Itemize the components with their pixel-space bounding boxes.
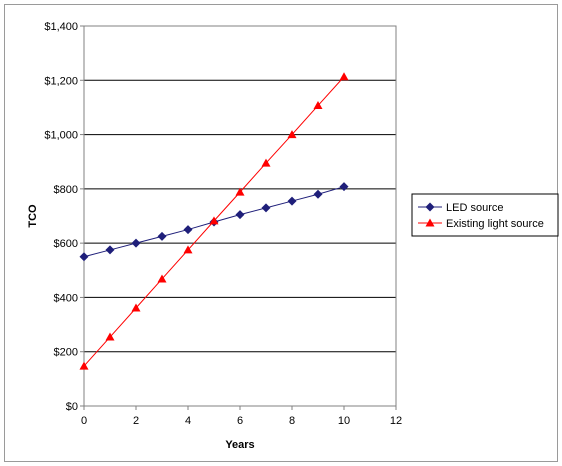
data-point (287, 196, 297, 206)
legend-marker (425, 218, 435, 227)
data-point (261, 203, 271, 213)
data-point (157, 274, 167, 283)
y-tick-label: $200 (54, 347, 78, 359)
data-point (339, 72, 349, 81)
y-tick-label: $1,400 (44, 21, 78, 33)
data-point (313, 189, 323, 199)
data-point (287, 130, 297, 139)
legend: LED source Existing light source (411, 193, 559, 237)
x-tick-label: 4 (185, 415, 191, 427)
data-point (183, 225, 193, 235)
y-tick-label: $800 (54, 184, 78, 196)
y-axis-ticks: $0 $200 $400 $600 $800 $1,000 $1,200 $1,400 (44, 21, 84, 413)
y-axis-title: TCO (27, 204, 39, 228)
data-point (131, 303, 141, 312)
series-existing-light-source (79, 72, 349, 370)
x-tick-label: 8 (289, 415, 295, 427)
data-point (183, 245, 193, 254)
x-tick-label: 12 (390, 415, 402, 427)
legend-item: Existing light source (418, 218, 544, 230)
data-point (79, 361, 89, 370)
data-point (131, 238, 141, 248)
legend-marker (425, 202, 435, 212)
x-tick-label: 10 (338, 415, 350, 427)
data-point (313, 101, 323, 110)
y-tick-label: $400 (54, 292, 78, 304)
data-point (235, 210, 245, 220)
data-point (157, 231, 167, 241)
data-point (105, 332, 115, 341)
data-point (209, 216, 219, 225)
legend-item: LED source (418, 202, 503, 214)
x-axis-ticks: 0 2 4 6 8 10 12 (81, 406, 402, 427)
legend-box (411, 193, 559, 237)
legend-label: Existing light source (446, 218, 544, 230)
x-tick-label: 2 (133, 415, 139, 427)
y-tick-label: $0 (66, 401, 78, 413)
series-layer (79, 72, 349, 370)
x-tick-label: 0 (81, 415, 87, 427)
data-point (105, 245, 115, 255)
legend-label: LED source (446, 202, 503, 214)
data-point (79, 252, 89, 262)
x-axis-title: Years (225, 439, 254, 451)
x-tick-label: 6 (237, 415, 243, 427)
data-point (339, 182, 349, 192)
y-tick-label: $1,000 (44, 130, 78, 142)
y-tick-label: $1,200 (44, 75, 78, 87)
y-tick-label: $600 (54, 238, 78, 250)
data-point (261, 158, 271, 167)
data-point (235, 187, 245, 196)
